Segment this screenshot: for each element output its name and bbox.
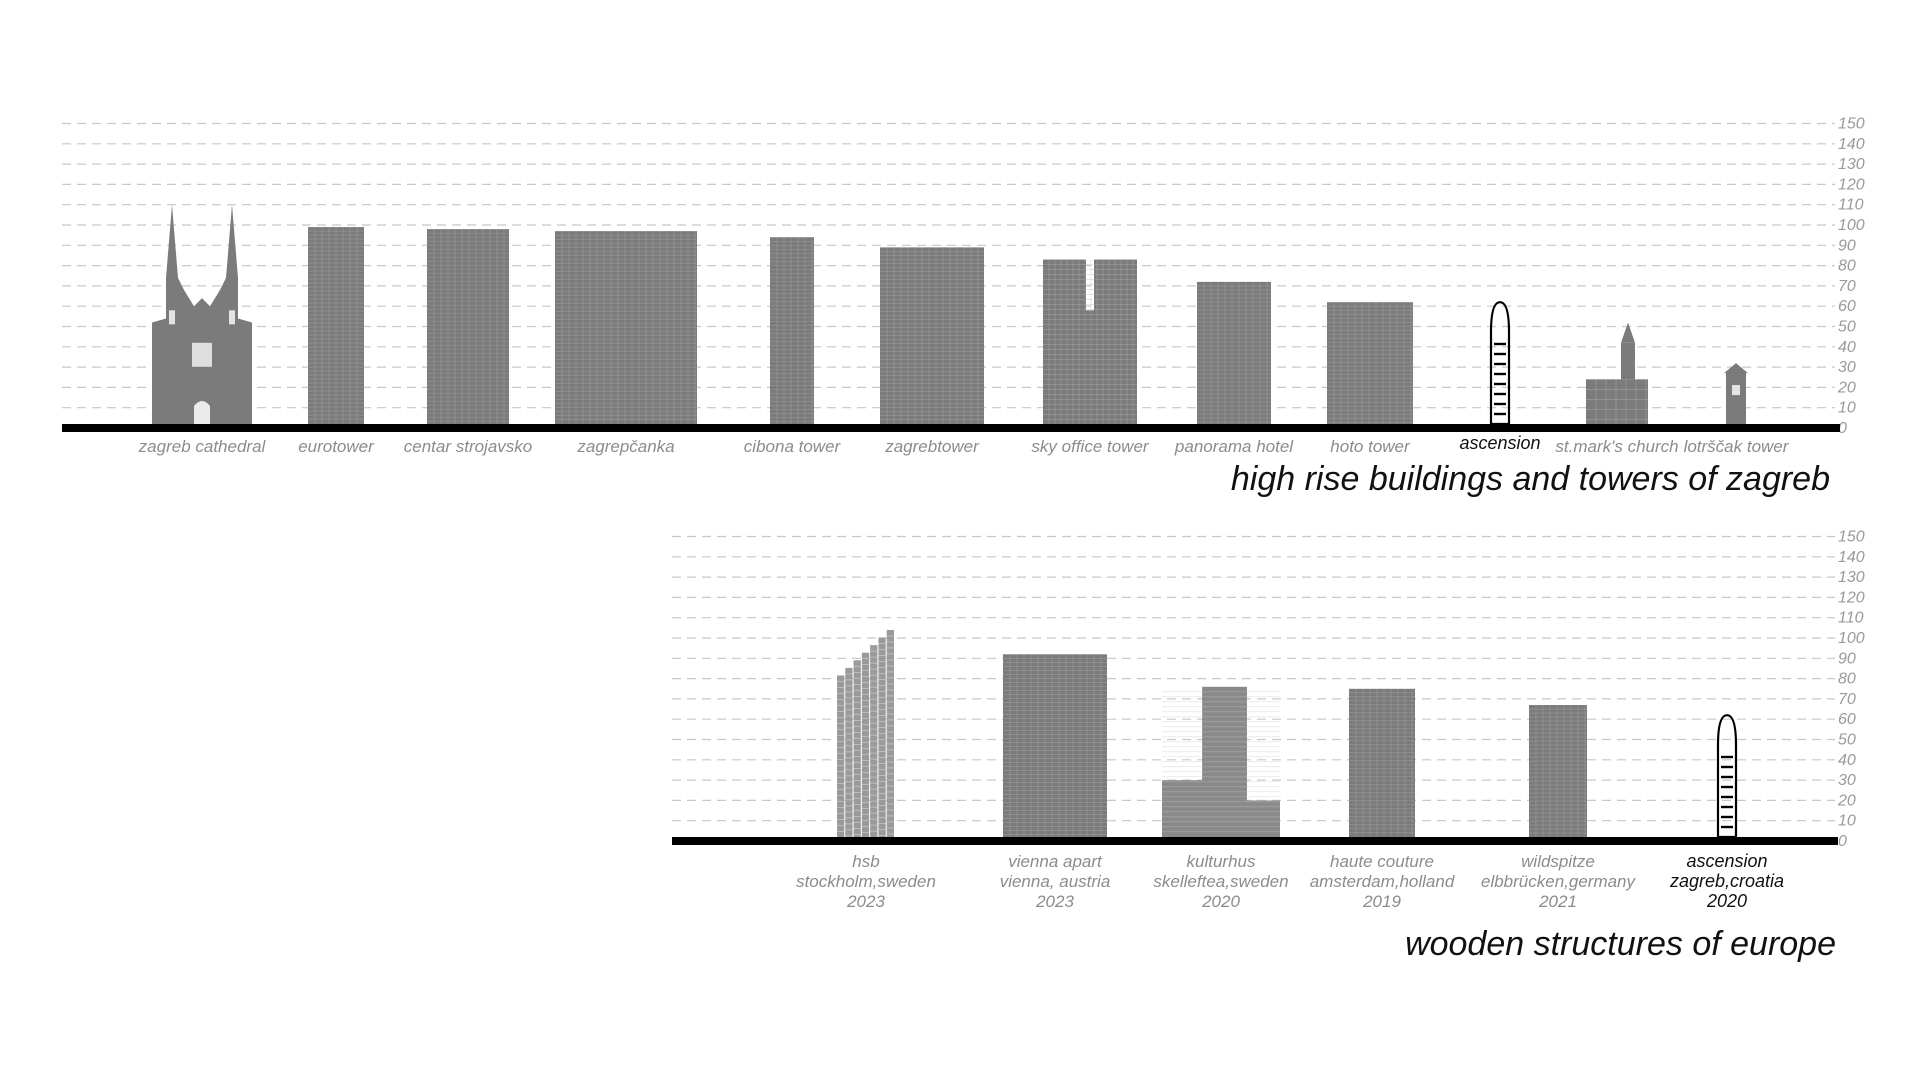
y-tick-label: 120 xyxy=(1838,589,1865,606)
building-zagreb-cathedral xyxy=(152,204,252,424)
building-label: zagrebtower xyxy=(884,437,980,456)
y-tick-label: 0 xyxy=(1838,833,1847,850)
building-kulturhus xyxy=(1162,686,1280,837)
building-location-label: amsterdam,holland xyxy=(1310,872,1455,891)
y-tick-label: 10 xyxy=(1838,813,1856,830)
building-label: eurotower xyxy=(298,437,375,456)
building-st-mark-s-church xyxy=(1586,322,1648,424)
building-label: sky office tower xyxy=(1031,437,1149,456)
y-tick-label: 0 xyxy=(1838,420,1847,437)
y-tick-label: 60 xyxy=(1838,711,1856,728)
building-year-label: 2020 xyxy=(1201,892,1240,911)
building-label: cibona tower xyxy=(744,437,842,456)
building-hoto-tower xyxy=(1327,302,1413,424)
building-ascension xyxy=(1489,301,1511,426)
y-tick-label: 30 xyxy=(1838,359,1856,376)
y-tick-label: 150 xyxy=(1838,116,1865,133)
building-label: st.mark's church xyxy=(1555,437,1678,456)
building-location-label: stockholm,sweden xyxy=(796,872,936,891)
europe-ground-line xyxy=(672,837,1838,845)
y-tick-label: 30 xyxy=(1838,772,1856,789)
building-location-label: skelleftea,sweden xyxy=(1153,872,1288,891)
y-tick-label: 60 xyxy=(1838,298,1856,315)
building-label: ascension xyxy=(1686,851,1767,871)
y-tick-label: 110 xyxy=(1838,197,1864,214)
building-label: zagreb cathedral xyxy=(138,437,267,456)
building-location-label: zagreb,croatia xyxy=(1669,871,1784,891)
y-tick-label: 120 xyxy=(1838,176,1865,193)
y-tick-label: 50 xyxy=(1838,319,1856,336)
y-tick-label: 100 xyxy=(1838,217,1865,234)
building-year-label: 2021 xyxy=(1538,892,1577,911)
building-label: panorama hotel xyxy=(1174,437,1294,456)
y-tick-label: 10 xyxy=(1838,400,1856,417)
cathedral-silhouette xyxy=(152,204,252,424)
building-zagrebtower xyxy=(880,247,984,424)
building-year-label: 2020 xyxy=(1706,891,1747,911)
zagreb-buildings xyxy=(152,204,1748,426)
building-label: wildspitze xyxy=(1521,852,1595,871)
building-ascension xyxy=(1716,714,1738,839)
building-location-label: elbbrücken,germany xyxy=(1481,872,1637,891)
building-lotr-ak-tower xyxy=(1724,363,1748,424)
building-eurotower xyxy=(308,227,364,424)
building-location-label: vienna, austria xyxy=(1000,872,1111,891)
europe-buildings xyxy=(837,629,1738,839)
building-sky-office-tower xyxy=(1043,259,1137,424)
y-tick-label: 70 xyxy=(1838,278,1856,295)
building-label: haute couture xyxy=(1330,852,1434,871)
y-tick-label: 140 xyxy=(1838,136,1865,153)
y-tick-label: 50 xyxy=(1838,732,1856,749)
ascension-outline xyxy=(1489,301,1511,426)
zagreb-ground-line xyxy=(62,424,1840,432)
y-tick-label: 20 xyxy=(1837,379,1856,396)
building-label: zagrepčanka xyxy=(576,437,674,456)
building-label: kulturhus xyxy=(1187,852,1256,871)
building-centar-strojavsko xyxy=(427,229,509,424)
building-vienna-apart xyxy=(1003,654,1107,837)
building-year-label: 2023 xyxy=(846,892,885,911)
building-zagrep-anka xyxy=(555,231,697,424)
y-tick-label: 20 xyxy=(1837,792,1856,809)
building-label: vienna apart xyxy=(1008,852,1103,871)
europe-chart-title: wooden structures of europe xyxy=(1405,925,1836,963)
building-label: hsb xyxy=(852,852,879,871)
y-tick-label: 80 xyxy=(1838,258,1856,275)
building-hsb xyxy=(837,629,894,837)
y-tick-label: 100 xyxy=(1838,630,1865,647)
y-tick-label: 150 xyxy=(1838,529,1865,546)
y-tick-label: 40 xyxy=(1838,339,1856,356)
ascension-outline xyxy=(1716,714,1738,839)
y-tick-label: 130 xyxy=(1838,569,1865,586)
building-wildspitze xyxy=(1529,705,1587,837)
building-cibona-tower xyxy=(770,237,814,424)
building-label: ascension xyxy=(1459,433,1540,453)
building-label: centar strojavsko xyxy=(404,437,533,456)
zagreb-building-labels: zagreb cathedral eurotower centar strojavs… xyxy=(138,433,1790,456)
y-tick-label: 70 xyxy=(1838,691,1856,708)
y-tick-label: 90 xyxy=(1838,237,1856,254)
zagreb-chart-title: high rise buildings and towers of zagreb xyxy=(1231,460,1830,498)
y-tick-label: 40 xyxy=(1838,752,1856,769)
building-panorama-hotel xyxy=(1197,281,1271,424)
building-haute-couture xyxy=(1349,688,1415,837)
building-year-label: 2023 xyxy=(1035,892,1074,911)
y-tick-label: 110 xyxy=(1838,610,1864,627)
y-tick-label: 140 xyxy=(1838,549,1865,566)
y-tick-label: 90 xyxy=(1838,650,1856,667)
y-tick-label: 130 xyxy=(1838,156,1865,173)
building-label: hoto tower xyxy=(1330,437,1411,456)
building-year-label: 2019 xyxy=(1362,892,1401,911)
building-label: lotrščak tower xyxy=(1684,437,1790,456)
y-tick-label: 80 xyxy=(1838,671,1856,688)
